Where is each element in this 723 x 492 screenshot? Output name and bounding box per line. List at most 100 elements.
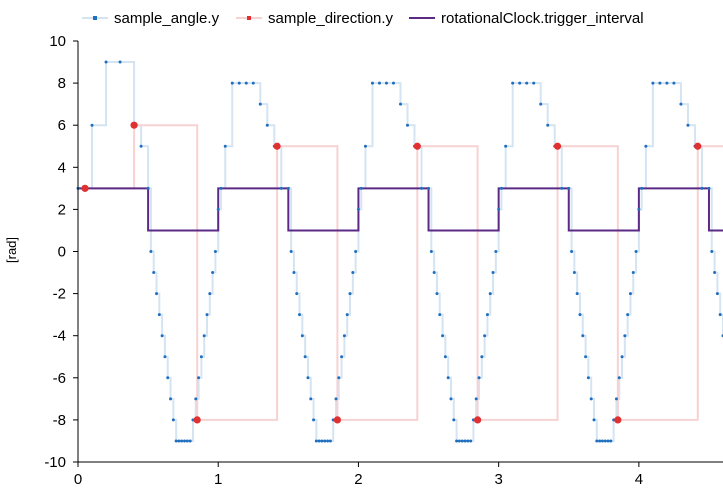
data-point-sample-angle-y bbox=[572, 271, 576, 275]
plot-lines bbox=[78, 61, 723, 442]
y-tick-label: -2 bbox=[53, 286, 66, 303]
data-point-sample-angle-y bbox=[609, 439, 613, 443]
data-point-sample-angle-y bbox=[455, 439, 459, 443]
data-point-sample-angle-y bbox=[199, 355, 203, 359]
data-point-sample-angle-y bbox=[483, 334, 487, 338]
y-tick-label: 0 bbox=[58, 244, 66, 261]
data-point-sample-angle-y bbox=[452, 418, 456, 422]
data-point-sample-angle-y bbox=[208, 292, 212, 296]
data-point-sample-angle-y bbox=[197, 376, 201, 380]
data-point-sample-angle-y bbox=[539, 102, 543, 106]
data-point-sample-angle-y bbox=[570, 250, 574, 253]
data-point-sample-direction-y bbox=[193, 416, 201, 424]
data-point-sample-angle-y bbox=[485, 313, 489, 317]
x-tick-label: 4 bbox=[635, 471, 643, 488]
legend-item[interactable]: rotationalClock.trigger_interval bbox=[409, 10, 644, 27]
data-point-sample-angle-y bbox=[518, 81, 522, 85]
data-point-sample-angle-y bbox=[377, 81, 381, 85]
data-point-sample-angle-y bbox=[429, 250, 433, 253]
data-point-sample-angle-y bbox=[351, 271, 355, 275]
data-point-sample-angle-y bbox=[432, 271, 436, 275]
data-point-sample-angle-y bbox=[149, 250, 153, 253]
data-point-sample-angle-y bbox=[177, 439, 181, 443]
data-point-sample-angle-y bbox=[265, 123, 269, 127]
x-tick-label: 1 bbox=[214, 471, 222, 488]
legend[interactable]: sample_angle.y sample_direction.y rotation… bbox=[82, 10, 644, 27]
data-point-sample-angle-y bbox=[586, 376, 590, 380]
data-point-sample-angle-y bbox=[420, 186, 424, 190]
data-point-sample-angle-y bbox=[499, 186, 503, 190]
data-point-sample-angle-y bbox=[399, 102, 402, 106]
data-point-sample-angle-y bbox=[488, 292, 492, 296]
data-point-sample-angle-y bbox=[219, 186, 223, 190]
data-point-sample-angle-y bbox=[532, 81, 536, 85]
y-tick-label: -10 bbox=[44, 454, 66, 471]
data-point-sample-angle-y bbox=[435, 292, 439, 296]
data-point-sample-angle-y bbox=[160, 334, 164, 338]
y-tick-label: 10 bbox=[49, 33, 66, 50]
data-point-sample-angle-y bbox=[237, 81, 241, 85]
data-point-sample-angle-y bbox=[251, 81, 255, 85]
data-point-sample-direction-y bbox=[694, 142, 702, 150]
data-point-sample-angle-y bbox=[258, 102, 262, 106]
data-point-sample-angle-y bbox=[323, 439, 327, 443]
data-point-sample-angle-y bbox=[202, 334, 206, 338]
data-point-sample-angle-y bbox=[298, 313, 302, 317]
data-point-sample-angle-y bbox=[491, 271, 495, 275]
data-point-sample-angle-y bbox=[384, 81, 388, 85]
data-point-sample-angle-y bbox=[640, 186, 644, 190]
data-point-sample-angle-y bbox=[441, 334, 445, 338]
data-point-sample-angle-y bbox=[575, 292, 579, 296]
data-point-sample-direction-y bbox=[333, 416, 341, 424]
plot-points bbox=[76, 60, 723, 443]
ticks: 10 8 6 4 2 0 -2 -4 -6 -8 -10 0 1 2 3 4 bbox=[44, 33, 643, 488]
y-tick-label: 8 bbox=[58, 75, 66, 92]
data-point-sample-angle-y bbox=[166, 376, 170, 380]
data-point-sample-angle-y bbox=[320, 439, 324, 443]
data-point-sample-angle-y bbox=[438, 313, 442, 317]
x-tick-label: 3 bbox=[494, 471, 502, 488]
data-point-sample-direction-y bbox=[474, 416, 482, 424]
legend-item[interactable]: sample_direction.y bbox=[236, 10, 394, 27]
data-point-sample-angle-y bbox=[631, 271, 635, 275]
data-point-sample-angle-y bbox=[295, 292, 299, 296]
data-point-sample-angle-y bbox=[644, 144, 648, 148]
legend-label: rotationalClock.trigger_interval bbox=[441, 10, 644, 27]
data-point-sample-angle-y bbox=[205, 313, 209, 317]
data-point-sample-angle-y bbox=[180, 439, 184, 443]
data-point-sample-angle-y bbox=[567, 186, 571, 190]
data-point-sample-angle-y bbox=[589, 397, 593, 401]
data-point-sample-angle-y bbox=[584, 355, 588, 359]
data-point-sample-angle-y bbox=[710, 250, 714, 253]
data-point-sample-angle-y bbox=[334, 397, 338, 401]
data-point-sample-angle-y bbox=[606, 439, 610, 443]
data-point-sample-angle-y bbox=[289, 250, 293, 253]
legend-item[interactable]: sample_angle.y bbox=[82, 10, 220, 27]
series-line-rotationalclock-trigger-interval bbox=[78, 187, 723, 232]
data-point-sample-angle-y bbox=[463, 439, 467, 443]
data-point-sample-angle-y bbox=[312, 418, 316, 422]
data-point-sample-angle-y bbox=[303, 355, 307, 359]
data-point-sample-angle-y bbox=[623, 334, 627, 338]
data-point-sample-angle-y bbox=[348, 292, 352, 296]
y-tick-label: 2 bbox=[58, 201, 66, 218]
y-axis-label: [rad] bbox=[4, 237, 19, 263]
data-point-sample-angle-y bbox=[370, 81, 374, 85]
y-tick-label: -8 bbox=[53, 412, 66, 429]
data-point-sample-angle-y bbox=[155, 292, 159, 296]
data-point-sample-direction-y bbox=[273, 142, 281, 150]
data-point-sample-angle-y bbox=[152, 271, 156, 275]
legend-marker bbox=[93, 16, 97, 20]
data-point-sample-angle-y bbox=[617, 376, 621, 380]
data-point-sample-angle-y bbox=[286, 186, 290, 190]
data-point-sample-angle-y bbox=[211, 271, 215, 275]
data-point-sample-direction-y bbox=[130, 121, 138, 129]
data-point-sample-angle-y bbox=[658, 81, 662, 85]
data-point-sample-angle-y bbox=[715, 292, 719, 296]
data-point-sample-angle-y bbox=[665, 81, 669, 85]
data-point-sample-angle-y bbox=[185, 439, 189, 443]
data-point-sample-angle-y bbox=[326, 439, 330, 443]
legend-marker bbox=[247, 16, 251, 20]
data-point-sample-angle-y bbox=[406, 123, 410, 127]
